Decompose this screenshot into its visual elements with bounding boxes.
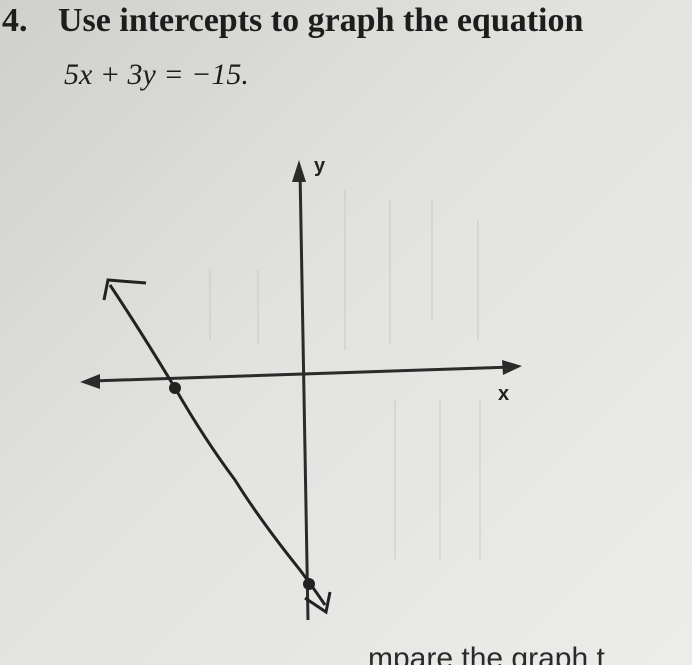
- y-intercept-point: [303, 578, 315, 590]
- x-axis: [91, 365, 513, 383]
- problem-number: 4.: [2, 2, 28, 39]
- y-arrow: [292, 160, 306, 182]
- line-arrow-top: [102, 278, 147, 301]
- bleed-through: [209, 190, 481, 560]
- next-problem-fragment: mpare the graph t: [368, 642, 605, 665]
- x-intercept-point: [169, 382, 181, 394]
- x-arrow-left: [80, 374, 100, 389]
- line-arrow-bottom: [304, 591, 332, 615]
- y-axis-label: y: [314, 155, 326, 177]
- x-axis-label: x: [498, 383, 509, 405]
- problem-instruction: Use intercepts to graph the equation: [58, 2, 584, 39]
- equation: 5x + 3y = −15.: [64, 58, 249, 91]
- graph-line: [108, 284, 327, 606]
- y-axis: [298, 169, 310, 621]
- x-arrow-right: [502, 360, 522, 375]
